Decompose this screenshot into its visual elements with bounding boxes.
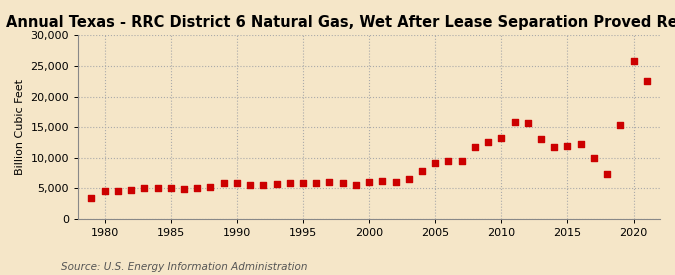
Point (470, 145, 481, 149)
Point (641, 79, 652, 83)
Point (615, 123, 626, 128)
Point (113, 189, 124, 193)
Point (284, 181, 295, 186)
Y-axis label: Billion Cubic Feet: Billion Cubic Feet (15, 79, 25, 175)
Point (496, 135, 507, 140)
Point (601, 172, 612, 177)
Point (589, 156, 599, 161)
Point (350, 183, 361, 188)
Point (192, 186, 202, 191)
Point (535, 137, 546, 142)
Point (390, 180, 401, 185)
Point (218, 181, 229, 186)
Point (562, 143, 573, 148)
Point (139, 186, 150, 191)
Point (86, 195, 97, 200)
Point (364, 180, 375, 185)
Point (99, 189, 110, 194)
Point (416, 169, 427, 174)
Point (443, 159, 454, 163)
Point (179, 187, 190, 191)
Title: Annual Texas - RRC District 6 Natural Gas, Wet After Lease Separation Proved Res: Annual Texas - RRC District 6 Natural Ga… (6, 15, 675, 30)
Point (404, 177, 414, 182)
Point (245, 183, 256, 188)
Point (509, 120, 520, 125)
Point (258, 183, 269, 188)
Point (324, 180, 335, 185)
Point (575, 142, 586, 147)
Point (338, 181, 348, 186)
Point (298, 181, 308, 186)
Point (430, 160, 441, 165)
Point (549, 145, 560, 150)
Text: Source: U.S. Energy Information Administration: Source: U.S. Energy Information Administ… (61, 262, 307, 271)
Point (377, 179, 387, 183)
Point (205, 185, 216, 189)
Point (152, 186, 163, 190)
Point (628, 59, 639, 63)
Point (271, 182, 282, 186)
Point (126, 187, 136, 192)
Point (232, 181, 242, 185)
Point (310, 181, 321, 185)
Point (456, 159, 467, 164)
Point (165, 186, 176, 191)
Point (522, 121, 533, 126)
Point (483, 140, 493, 145)
